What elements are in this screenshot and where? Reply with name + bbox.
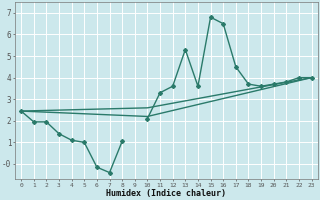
X-axis label: Humidex (Indice chaleur): Humidex (Indice chaleur) xyxy=(106,189,226,198)
